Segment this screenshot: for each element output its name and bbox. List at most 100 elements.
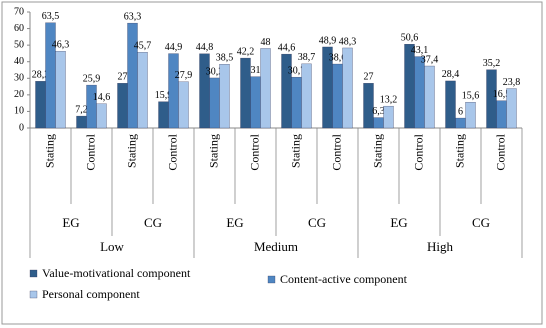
bar [240, 57, 251, 129]
value-label: 37,4 [421, 54, 439, 65]
value-label: 30,7 [288, 65, 306, 76]
y-tick-label: 0 [19, 122, 24, 133]
bar [445, 80, 456, 129]
bar [291, 76, 302, 129]
value-label: 14,6 [93, 92, 111, 103]
bar [45, 22, 56, 129]
value-label: 38,5 [216, 52, 234, 63]
value-label: 48,9 [319, 35, 337, 46]
value-label: 13,2 [380, 94, 398, 105]
value-label: 28,4 [442, 69, 460, 80]
value-label: 48 [261, 37, 271, 48]
value-label: 27 [364, 72, 374, 83]
bar [455, 117, 466, 129]
value-label: 63,5 [42, 11, 60, 22]
bar [209, 77, 220, 129]
value-label: 43,1 [411, 45, 429, 56]
y-tick-label: 30 [14, 73, 24, 84]
bar [35, 81, 46, 129]
value-label: 7,2 [75, 104, 88, 115]
legend-label: Personal component [42, 287, 140, 301]
value-label: 27 [118, 72, 128, 83]
value-label: 27,9 [175, 70, 193, 81]
y-tick-label: 40 [14, 56, 24, 67]
bar [332, 63, 343, 129]
x-tick-label: Stating [370, 134, 384, 168]
bar [301, 63, 312, 129]
bar [506, 88, 517, 129]
value-label: 15,9 [155, 90, 173, 101]
legend-label: Content-active component [280, 272, 408, 286]
value-label: 6 [458, 106, 463, 117]
bar [199, 53, 210, 129]
x-tick-label: Stating [124, 134, 138, 168]
subgroup-label: EG [62, 215, 79, 230]
value-label: 6,3 [372, 106, 385, 117]
x-tick-label: Control [411, 133, 425, 170]
y-tick-label: 20 [14, 89, 24, 100]
group-label: High [427, 239, 454, 254]
value-label: 28,2 [32, 70, 50, 81]
x-tick-label: Control [83, 133, 97, 170]
x-tick-label: Control [165, 133, 179, 170]
x-tick-label: Control [329, 133, 343, 170]
bar [363, 83, 374, 129]
value-label: 45,7 [134, 41, 152, 52]
value-label: 35,2 [483, 58, 501, 69]
value-label: 42,2 [237, 46, 255, 57]
bar [158, 101, 169, 129]
value-label: 30,2 [206, 66, 224, 77]
value-label: 46,3 [52, 40, 70, 51]
legend-swatch [267, 275, 276, 284]
legend-swatch [29, 269, 38, 278]
subgroup-label: EG [226, 215, 243, 230]
subgroup-label: EG [390, 215, 407, 230]
x-tick-label: Stating [452, 134, 466, 168]
bar [342, 47, 353, 129]
bar [168, 53, 179, 129]
value-label: 31 [251, 65, 261, 76]
legend-swatch [29, 290, 38, 299]
bar [178, 81, 189, 129]
bar [117, 83, 128, 129]
bar [250, 76, 261, 129]
bar [137, 52, 148, 129]
x-tick-label: Stating [206, 134, 220, 168]
x-tick-label: Control [247, 133, 261, 170]
y-tick-label: 70 [14, 6, 24, 17]
value-label: 63,3 [124, 11, 142, 22]
value-label: 16,5 [493, 89, 511, 100]
y-tick-label: 10 [14, 106, 24, 117]
y-tick-label: 60 [14, 23, 24, 34]
bar [404, 43, 415, 129]
group-label: Medium [254, 239, 298, 254]
bar [373, 117, 384, 129]
value-label: 15,6 [462, 90, 480, 101]
value-label: 38,7 [298, 52, 316, 63]
bar [96, 103, 107, 129]
bar [55, 51, 66, 129]
x-tick-label: Control [493, 133, 507, 170]
bar [219, 64, 230, 129]
bar [424, 65, 435, 129]
value-label: 38,6 [329, 52, 347, 63]
bar [76, 115, 87, 129]
value-label: 48,3 [339, 36, 357, 47]
bar [496, 100, 507, 129]
subgroup-label: CG [308, 215, 326, 230]
bar [260, 48, 271, 129]
group-label: Low [100, 239, 124, 254]
legend-label: Value-motivational component [42, 266, 191, 280]
bar [486, 69, 497, 129]
bar [383, 105, 394, 129]
value-label: 23,8 [503, 77, 521, 88]
x-tick-label: Stating [288, 134, 302, 168]
value-label: 25,9 [83, 73, 101, 84]
value-label: 50,6 [401, 32, 419, 43]
bar [414, 56, 425, 129]
bar [465, 101, 476, 129]
x-tick-label: Stating [42, 134, 56, 168]
value-label: 44,9 [165, 42, 183, 53]
